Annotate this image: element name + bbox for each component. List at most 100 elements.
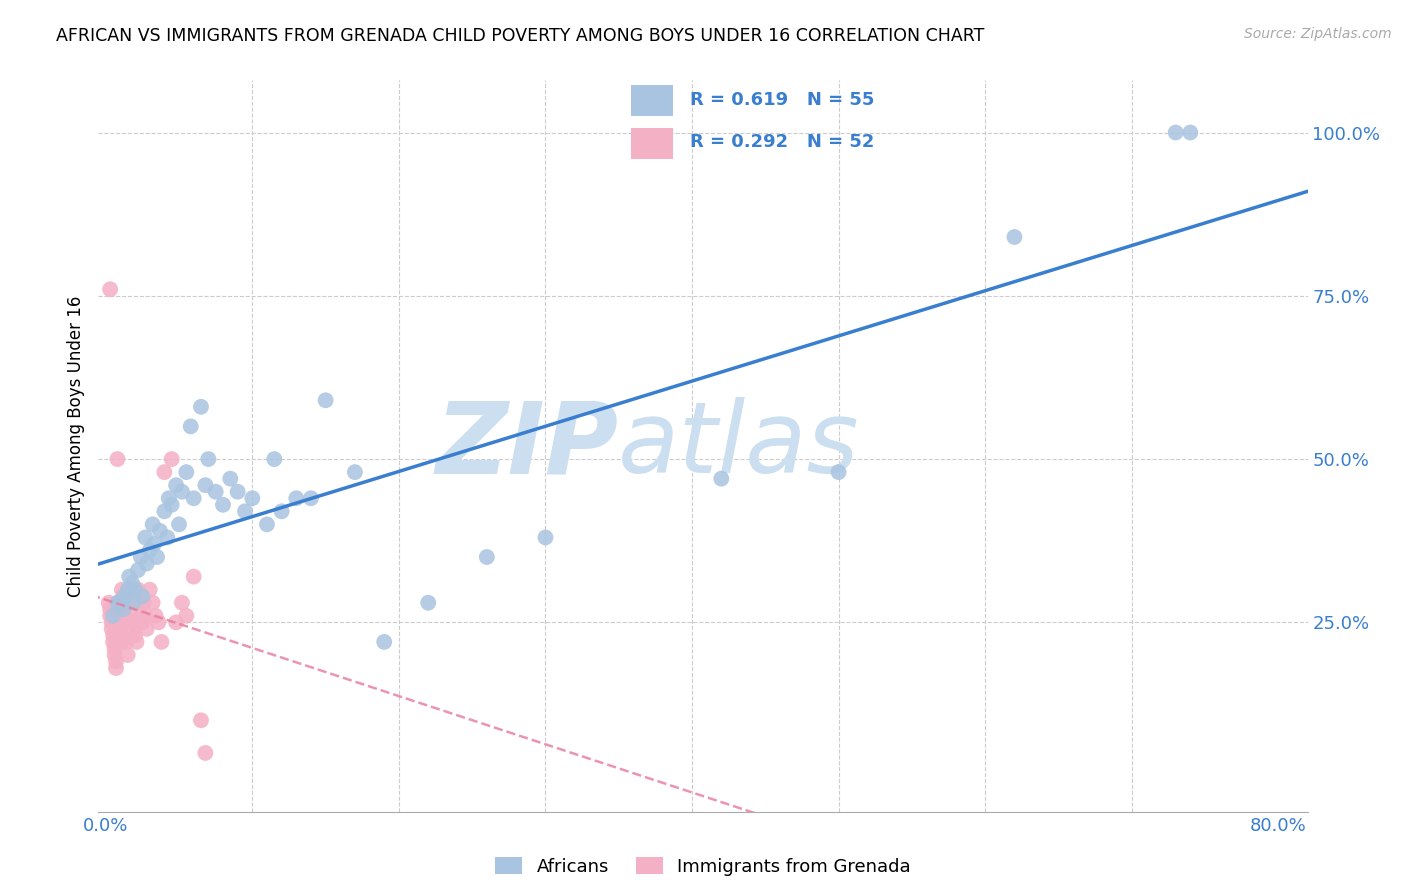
Point xyxy=(167,517,190,532)
Point xyxy=(107,596,129,610)
Point xyxy=(1180,126,1202,140)
Point xyxy=(100,615,122,630)
Point xyxy=(122,596,145,610)
Point xyxy=(142,517,165,532)
Point xyxy=(176,608,198,623)
Point xyxy=(115,635,138,649)
Point xyxy=(127,582,149,597)
Text: atlas: atlas xyxy=(619,398,860,494)
Point xyxy=(143,537,166,551)
Point xyxy=(373,635,395,649)
Point xyxy=(157,491,180,506)
Point xyxy=(160,452,183,467)
Point xyxy=(256,517,278,532)
Text: Source: ZipAtlas.com: Source: ZipAtlas.com xyxy=(1244,27,1392,41)
Point xyxy=(101,635,124,649)
Point xyxy=(121,576,143,591)
Text: ZIP: ZIP xyxy=(436,398,619,494)
Point xyxy=(101,608,124,623)
Point xyxy=(114,608,136,623)
Point xyxy=(98,608,121,623)
Point xyxy=(120,608,142,623)
Point xyxy=(138,543,160,558)
Point xyxy=(128,596,150,610)
Point xyxy=(125,635,148,649)
Point xyxy=(110,596,132,610)
Point xyxy=(1164,126,1187,140)
Point xyxy=(165,478,187,492)
Point xyxy=(190,400,212,414)
Point xyxy=(170,596,193,610)
Point xyxy=(219,472,242,486)
Point xyxy=(129,608,152,623)
Point xyxy=(165,615,187,630)
Legend: Africans, Immigrants from Grenada: Africans, Immigrants from Grenada xyxy=(488,850,918,883)
Point xyxy=(97,596,120,610)
Point xyxy=(108,615,131,630)
Point xyxy=(270,504,292,518)
Point xyxy=(827,465,849,479)
Point xyxy=(117,582,139,597)
Point xyxy=(103,648,125,662)
Point xyxy=(117,596,139,610)
Point xyxy=(176,465,198,479)
Point xyxy=(475,549,498,564)
Point xyxy=(315,393,337,408)
Point xyxy=(194,746,217,760)
Point xyxy=(240,491,263,506)
Point xyxy=(197,452,219,467)
Point xyxy=(112,596,135,610)
Point xyxy=(105,661,128,675)
Point xyxy=(121,615,143,630)
Point xyxy=(160,498,183,512)
Point xyxy=(180,419,202,434)
Point xyxy=(285,491,308,506)
Point xyxy=(135,557,157,571)
Point xyxy=(190,714,212,728)
Point xyxy=(194,478,217,492)
Point xyxy=(153,504,176,518)
Point xyxy=(107,452,129,467)
Point xyxy=(124,628,146,642)
Point xyxy=(111,582,134,597)
Point xyxy=(204,484,226,499)
Y-axis label: Child Poverty Among Boys Under 16: Child Poverty Among Boys Under 16 xyxy=(67,295,86,597)
Point xyxy=(108,608,131,623)
Point xyxy=(127,563,149,577)
Point xyxy=(112,589,135,603)
Point xyxy=(149,524,172,538)
Point xyxy=(131,589,153,603)
Point xyxy=(134,608,156,623)
Point xyxy=(212,498,235,512)
Point xyxy=(110,622,132,636)
Point xyxy=(114,615,136,630)
Point xyxy=(129,549,152,564)
Point xyxy=(148,615,170,630)
Point xyxy=(170,484,193,499)
Point xyxy=(1004,230,1026,244)
Point xyxy=(112,602,135,616)
Point xyxy=(226,484,249,499)
Point xyxy=(150,635,173,649)
Point xyxy=(101,628,124,642)
Point xyxy=(114,589,136,603)
Point xyxy=(138,582,160,597)
Point xyxy=(299,491,322,506)
Point xyxy=(146,549,169,564)
Point xyxy=(118,582,141,597)
Point xyxy=(142,596,165,610)
Point xyxy=(98,602,121,616)
Point xyxy=(107,602,129,616)
Point xyxy=(710,472,733,486)
Point xyxy=(153,465,176,479)
Point xyxy=(111,635,134,649)
Point xyxy=(107,596,129,610)
Text: AFRICAN VS IMMIGRANTS FROM GRENADA CHILD POVERTY AMONG BOYS UNDER 16 CORRELATION: AFRICAN VS IMMIGRANTS FROM GRENADA CHILD… xyxy=(56,27,984,45)
Point xyxy=(534,530,557,544)
Point xyxy=(233,504,256,518)
Point xyxy=(117,648,139,662)
Point xyxy=(156,530,179,544)
Point xyxy=(131,615,153,630)
Point xyxy=(105,655,128,669)
Point xyxy=(418,596,440,610)
